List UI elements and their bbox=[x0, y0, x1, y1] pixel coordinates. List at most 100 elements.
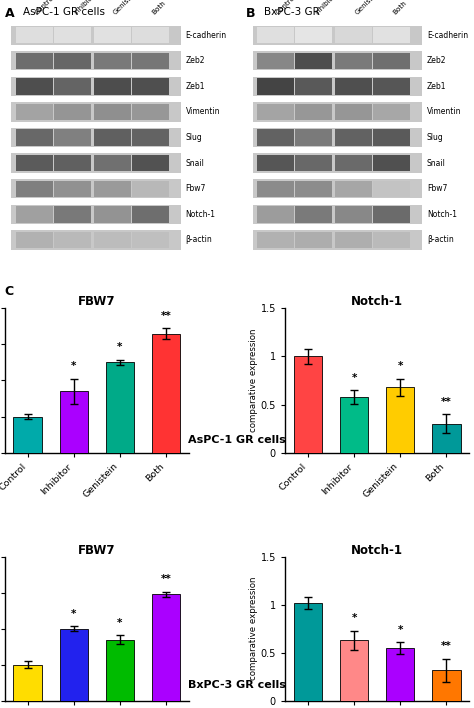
Bar bbox=[257, 78, 294, 95]
Bar bbox=[132, 181, 169, 197]
Bar bbox=[335, 181, 372, 197]
Text: *: * bbox=[397, 625, 403, 635]
Bar bbox=[54, 155, 91, 171]
Bar bbox=[335, 27, 372, 43]
Text: *: * bbox=[351, 613, 357, 624]
Bar bbox=[106, 639, 134, 701]
Bar bbox=[16, 232, 53, 249]
Bar bbox=[152, 333, 180, 452]
Bar bbox=[16, 130, 53, 146]
Text: Fbw7: Fbw7 bbox=[186, 184, 206, 193]
Text: Vimentin: Vimentin bbox=[186, 108, 220, 117]
Text: Inhibitor: Inhibitor bbox=[73, 0, 98, 16]
Bar bbox=[432, 424, 461, 452]
Bar bbox=[54, 104, 91, 120]
Bar bbox=[295, 52, 332, 69]
Bar bbox=[295, 232, 332, 249]
Y-axis label: comparative expression: comparative expression bbox=[249, 577, 258, 680]
Bar bbox=[11, 76, 181, 96]
Text: BxPC-3 GR cells: BxPC-3 GR cells bbox=[188, 680, 286, 690]
Bar bbox=[13, 665, 42, 701]
Bar bbox=[257, 232, 294, 249]
Bar bbox=[294, 603, 322, 701]
Text: *: * bbox=[71, 362, 77, 372]
Bar bbox=[11, 25, 181, 45]
Bar bbox=[294, 356, 322, 452]
Bar bbox=[253, 76, 422, 96]
Bar bbox=[11, 128, 181, 147]
Bar bbox=[16, 104, 53, 120]
Text: Genistein: Genistein bbox=[112, 0, 141, 16]
Text: Both: Both bbox=[392, 0, 408, 16]
Bar bbox=[16, 155, 53, 171]
Bar bbox=[54, 78, 91, 95]
Bar bbox=[295, 155, 332, 171]
Text: Notch-1: Notch-1 bbox=[186, 210, 216, 219]
Bar bbox=[253, 179, 422, 198]
Text: β-actin: β-actin bbox=[427, 236, 454, 244]
Bar bbox=[132, 155, 169, 171]
Bar bbox=[94, 27, 131, 43]
Bar bbox=[106, 362, 134, 452]
Text: AsPC-1 GR cells: AsPC-1 GR cells bbox=[23, 7, 105, 17]
Bar bbox=[373, 155, 410, 171]
Bar bbox=[132, 104, 169, 120]
Title: Notch-1: Notch-1 bbox=[351, 544, 403, 556]
Text: *: * bbox=[351, 373, 357, 383]
Text: Snail: Snail bbox=[186, 159, 204, 168]
Bar bbox=[257, 155, 294, 171]
Bar bbox=[11, 205, 181, 224]
Bar bbox=[60, 629, 88, 701]
Bar bbox=[257, 104, 294, 120]
Bar bbox=[94, 181, 131, 197]
Text: Control: Control bbox=[34, 0, 57, 16]
Bar bbox=[54, 206, 91, 222]
Bar bbox=[16, 78, 53, 95]
Text: *: * bbox=[117, 343, 123, 353]
Text: Zeb2: Zeb2 bbox=[186, 57, 205, 65]
Text: Inhibitor: Inhibitor bbox=[313, 0, 339, 16]
Bar bbox=[13, 416, 42, 452]
Title: FBW7: FBW7 bbox=[78, 544, 116, 556]
Bar bbox=[373, 130, 410, 146]
Bar bbox=[253, 205, 422, 224]
Text: *: * bbox=[71, 609, 77, 619]
Bar bbox=[335, 104, 372, 120]
Bar bbox=[54, 130, 91, 146]
Bar bbox=[132, 206, 169, 222]
Text: Snail: Snail bbox=[427, 159, 446, 168]
Text: Both: Both bbox=[150, 0, 166, 16]
Bar bbox=[257, 181, 294, 197]
Bar bbox=[257, 206, 294, 222]
Bar bbox=[386, 387, 414, 452]
Bar bbox=[253, 128, 422, 147]
Bar bbox=[16, 52, 53, 69]
Bar bbox=[253, 230, 422, 250]
Text: Zeb1: Zeb1 bbox=[427, 82, 447, 91]
Bar bbox=[373, 181, 410, 197]
Bar bbox=[94, 52, 131, 69]
Y-axis label: comparative expression: comparative expression bbox=[249, 329, 258, 432]
Text: Genistein: Genistein bbox=[354, 0, 382, 16]
Text: *: * bbox=[117, 618, 123, 628]
Bar bbox=[94, 206, 131, 222]
Bar bbox=[295, 104, 332, 120]
Bar bbox=[11, 179, 181, 198]
Bar bbox=[11, 103, 181, 122]
Text: **: ** bbox=[441, 641, 452, 651]
Text: Zeb1: Zeb1 bbox=[186, 82, 205, 91]
Bar bbox=[373, 52, 410, 69]
Bar bbox=[16, 206, 53, 222]
Title: FBW7: FBW7 bbox=[78, 295, 116, 308]
Text: BxPC-3 GR: BxPC-3 GR bbox=[264, 7, 319, 17]
Bar bbox=[335, 206, 372, 222]
Bar bbox=[257, 130, 294, 146]
Bar bbox=[152, 595, 180, 701]
Text: **: ** bbox=[161, 311, 172, 321]
Text: E-cadherin: E-cadherin bbox=[186, 30, 227, 40]
Bar bbox=[54, 27, 91, 43]
Bar bbox=[94, 130, 131, 146]
Text: Fbw7: Fbw7 bbox=[427, 184, 447, 193]
Bar bbox=[132, 232, 169, 249]
Bar bbox=[132, 78, 169, 95]
